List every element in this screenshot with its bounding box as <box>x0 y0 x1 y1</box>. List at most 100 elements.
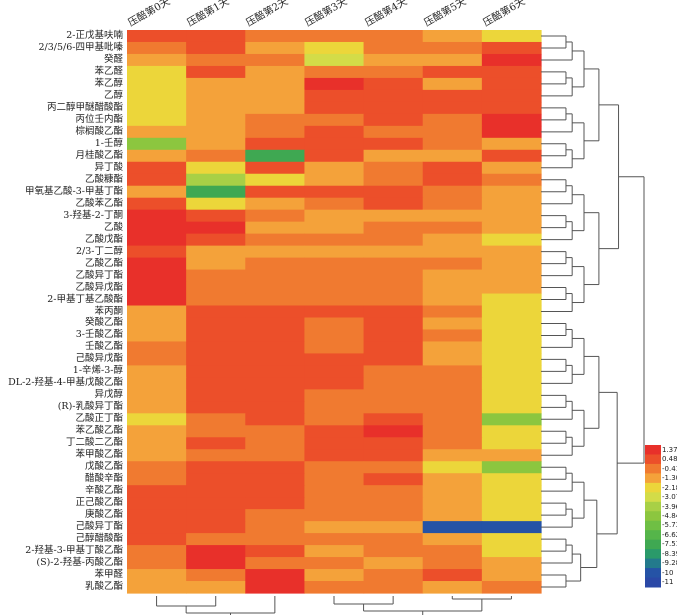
heatmap-cell <box>245 257 306 271</box>
row-label: 乙酸异戊酯 <box>75 281 123 293</box>
heatmap-cell <box>363 389 424 402</box>
heatmap-cell <box>422 77 483 91</box>
heatmap-cell <box>304 317 365 331</box>
heatmap-cell <box>481 65 542 79</box>
heatmap-cell <box>304 41 365 55</box>
row-label: 癸酸乙酯 <box>84 317 123 329</box>
heatmap-cell <box>304 569 365 582</box>
heatmap-cell <box>186 257 246 271</box>
heatmap-cell <box>304 209 365 223</box>
heatmap-cell <box>363 305 424 319</box>
heatmap-cell <box>304 473 365 486</box>
heatmap-cell <box>304 30 365 43</box>
heatmap-cell <box>304 65 365 79</box>
heatmap-cell <box>481 389 542 402</box>
heatmap-cell <box>127 257 187 271</box>
row-label: 2-正戊基呋喃 <box>66 30 123 41</box>
row-label: 己醇醋酸酯 <box>75 533 123 545</box>
heatmap-cell <box>245 545 306 558</box>
heatmap-cell <box>363 233 424 247</box>
heatmap-cell <box>127 89 187 103</box>
heatmap-cell <box>422 329 483 343</box>
heatmap-cell <box>127 293 187 307</box>
heatmap-cell <box>186 41 246 55</box>
heatmap-cell <box>363 533 424 546</box>
heatmap-cell <box>304 101 365 115</box>
heatmap-cell <box>186 317 246 331</box>
heatmap-cell <box>422 149 483 163</box>
heatmap-cell <box>481 293 542 307</box>
heatmap-cell <box>481 533 542 546</box>
heatmap-cell <box>363 317 424 331</box>
heatmap-cell <box>422 89 483 103</box>
heatmap-cell <box>127 221 187 235</box>
heatmap-cell <box>245 53 306 67</box>
heatmap-cell <box>481 257 542 271</box>
heatmap-cell <box>186 545 246 558</box>
legend-tick-label: -0.41 <box>662 464 677 473</box>
row-label: 2/3-丁二醇 <box>76 245 123 257</box>
heatmap-cell <box>245 185 306 199</box>
row-label: 乙酸正丁酯 <box>75 413 123 425</box>
heatmap-cell <box>186 509 246 522</box>
heatmap-cell <box>363 137 424 151</box>
legend-tick-label: -4.84 <box>662 512 677 520</box>
heatmap-cell <box>304 281 365 295</box>
heatmap-cell <box>245 281 306 295</box>
heatmap-cell <box>481 377 542 390</box>
heatmap-cell <box>481 461 542 474</box>
heatmap-cell <box>363 509 424 522</box>
heatmap-cell <box>127 173 187 187</box>
heatmap-cell <box>186 125 246 139</box>
heatmap-cell <box>422 41 483 55</box>
row-label: 醋酸辛酯 <box>84 473 123 485</box>
row-label: 苯甲醛 <box>94 569 123 581</box>
heatmap-cell <box>186 281 246 295</box>
heatmap-cell <box>127 497 187 510</box>
heatmap-cell <box>422 173 483 187</box>
heatmap-cell <box>304 461 365 474</box>
legend-tick-label: -11 <box>662 578 674 587</box>
heatmap-cell <box>304 185 365 199</box>
heatmap-cell <box>304 413 365 426</box>
heatmap-cell <box>304 521 365 534</box>
heatmap-cell <box>127 425 187 438</box>
heatmap-cell <box>186 209 246 223</box>
heatmap-cell <box>186 449 246 462</box>
heatmap-cell <box>127 77 187 91</box>
heatmap-cell <box>186 101 246 115</box>
row-label: 1-辛烯-3-醇 <box>72 365 123 377</box>
row-label: 异戊醇 <box>94 389 123 401</box>
heatmap-cell <box>481 41 542 55</box>
heatmap-cell <box>127 209 187 223</box>
heatmap-cell <box>304 449 365 462</box>
heatmap-cell <box>363 413 424 426</box>
row-label: 乙酸 <box>103 221 123 233</box>
heatmap-cell <box>186 521 246 534</box>
heatmap-cell <box>127 281 187 295</box>
row-label: 苯丙酮 <box>94 305 123 317</box>
heatmap-cell <box>363 113 424 127</box>
heatmap-cell <box>127 581 187 594</box>
heatmap-cell <box>481 485 542 498</box>
legend-tick-label: 0.48 <box>662 455 677 464</box>
heatmap-cell <box>186 65 246 79</box>
heatmap-cell <box>186 221 246 235</box>
heatmap-cell <box>186 233 246 247</box>
heatmap-cell <box>127 545 187 558</box>
heatmap-cell <box>422 425 483 438</box>
heatmap-cell <box>481 545 542 558</box>
heatmap-cell <box>127 269 187 283</box>
heatmap-cell <box>422 53 483 67</box>
heatmap-cell <box>422 509 483 522</box>
heatmap-cell <box>422 389 483 402</box>
heatmap-cell <box>245 401 306 414</box>
row-label: 辛酸乙酯 <box>84 485 123 497</box>
heatmap-cell <box>186 401 246 414</box>
heatmap-cell <box>481 329 542 343</box>
heatmap-cell <box>186 485 246 498</box>
legend-swatch <box>645 511 661 522</box>
heatmap-cell <box>363 497 424 510</box>
heatmap-cell <box>245 569 306 582</box>
